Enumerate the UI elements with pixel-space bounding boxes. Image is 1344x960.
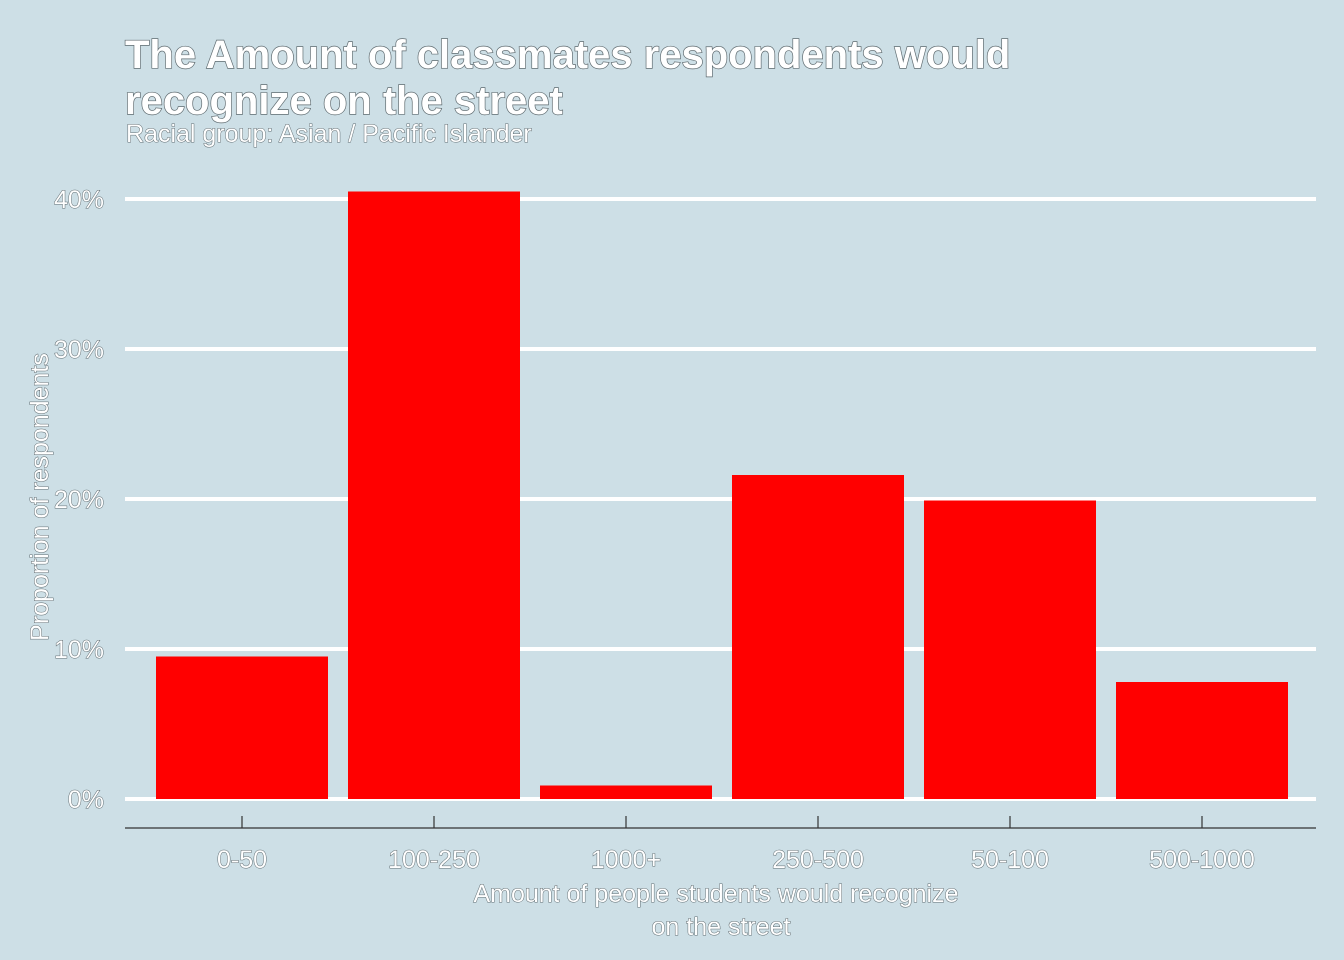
chart-title-line-2: recognize on the street xyxy=(125,79,563,123)
y-tick-label: 40% xyxy=(54,186,104,214)
x-tick-label: 50-100 xyxy=(971,846,1049,874)
x-ticks: 0-50 100-250 1000+ 250-500 50-100 500-1000 xyxy=(216,816,1255,875)
chart-title-line-1: The Amount of classmates respondents wou… xyxy=(125,33,1010,77)
x-tick-label: 0-50 xyxy=(217,846,267,874)
bar-50-100 xyxy=(924,500,1096,799)
bar-0-50 xyxy=(156,656,328,799)
x-tick-label: 500-1000 xyxy=(1149,846,1255,874)
bar-1000+ xyxy=(540,785,712,799)
bars xyxy=(156,191,1288,799)
y-tick-label: 0% xyxy=(68,786,104,814)
bar-500-1000 xyxy=(1116,682,1288,799)
x-tick-label: 250-500 xyxy=(772,846,864,874)
y-tick-label: 10% xyxy=(54,636,104,664)
x-tick-label: 1000+ xyxy=(591,846,661,874)
bar-100-250 xyxy=(348,191,520,799)
x-tick-label: 100-250 xyxy=(388,846,480,874)
y-tick-label: 30% xyxy=(54,336,104,364)
y-tick-label: 20% xyxy=(54,486,104,514)
chart-subtitle: Racial group: Asian / Pacific Islander xyxy=(126,120,532,148)
y-tick-labels: 0% 10% 20% 30% 40% xyxy=(53,186,104,815)
x-axis-title-line-2: on the street xyxy=(652,913,791,941)
y-axis-title: Proportion of respondents xyxy=(26,353,54,641)
bar-250-500 xyxy=(732,475,904,799)
x-axis-title-line-1: Amount of people students would recogniz… xyxy=(473,880,958,908)
